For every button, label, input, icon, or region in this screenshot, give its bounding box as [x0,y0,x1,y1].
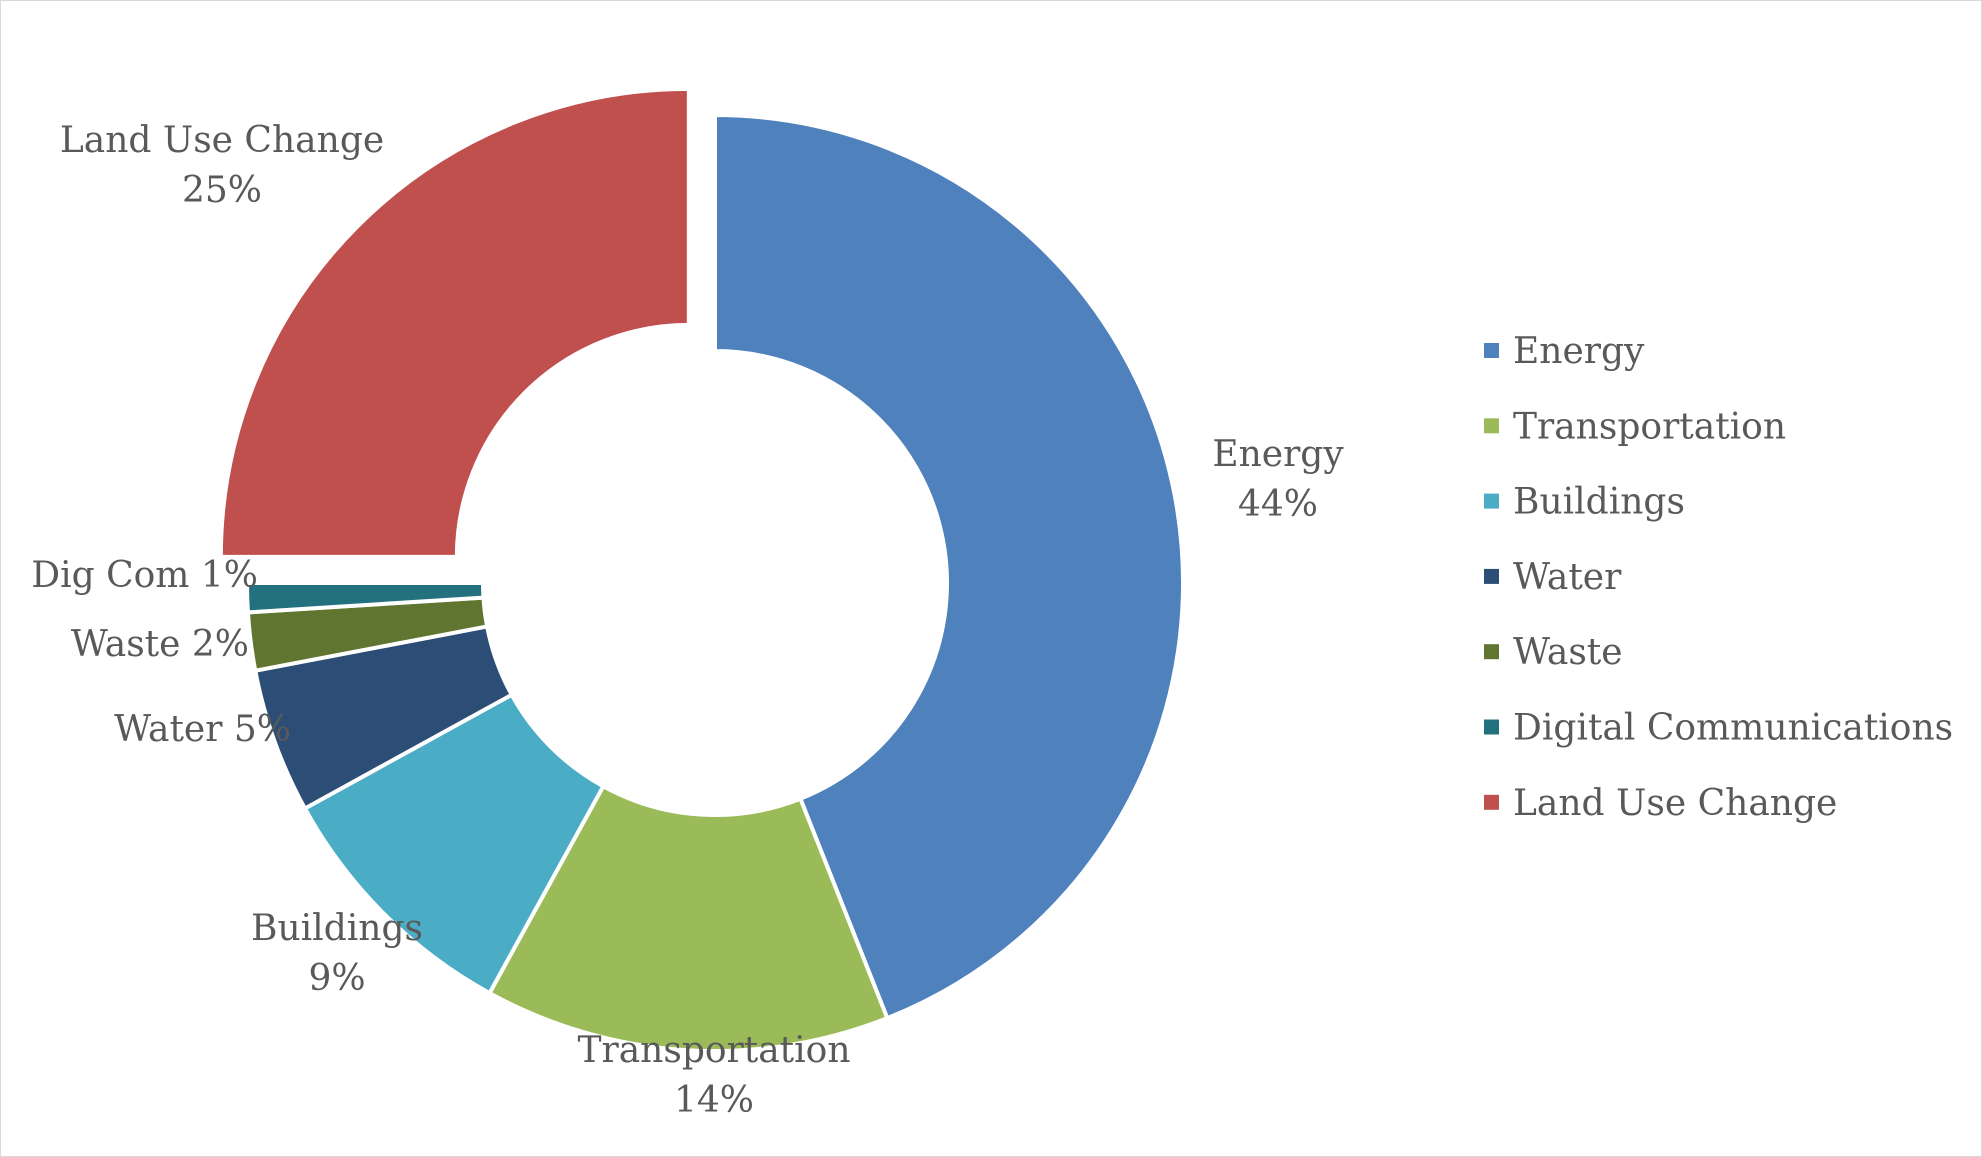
slice-digital-communications [244,581,486,615]
slice-land-use-change [218,86,691,559]
legend-swatch-digital-communications [1484,719,1499,735]
legend-swatch-energy [1484,343,1499,358]
legend-label-energy: Energy [1513,331,1645,372]
data-label-waste: Waste 2% [71,624,249,665]
legend-label-water: Water [1513,557,1622,598]
legend-swatch-buildings [1484,493,1499,509]
data-label-water: Water 5% [114,709,291,750]
legend-label-transportation: Transportation [1513,406,1786,447]
legend-label-land-use-change: Land Use Change [1513,783,1837,824]
slice-energy [713,112,1186,1021]
legend-label-waste: Waste [1513,632,1623,673]
data-label-transportation: Transportation 14% [577,1030,850,1121]
legend-label-digital-communications: Digital Communications [1513,708,1953,749]
data-label-land-use-change: Land Use Change 25% [60,120,384,211]
legend-swatch-transportation [1484,418,1499,434]
legend-swatch-land-use-change [1484,794,1499,810]
legend-swatch-waste [1484,644,1499,660]
data-label-digital-communications: Dig Com 1% [31,555,258,596]
data-label-energy: Energy 44% [1212,434,1344,525]
legend-swatch-water [1484,568,1499,584]
slice-transportation [486,783,890,1053]
data-label-buildings: Buildings 9% [251,908,423,999]
legend-label-buildings: Buildings [1513,482,1685,523]
